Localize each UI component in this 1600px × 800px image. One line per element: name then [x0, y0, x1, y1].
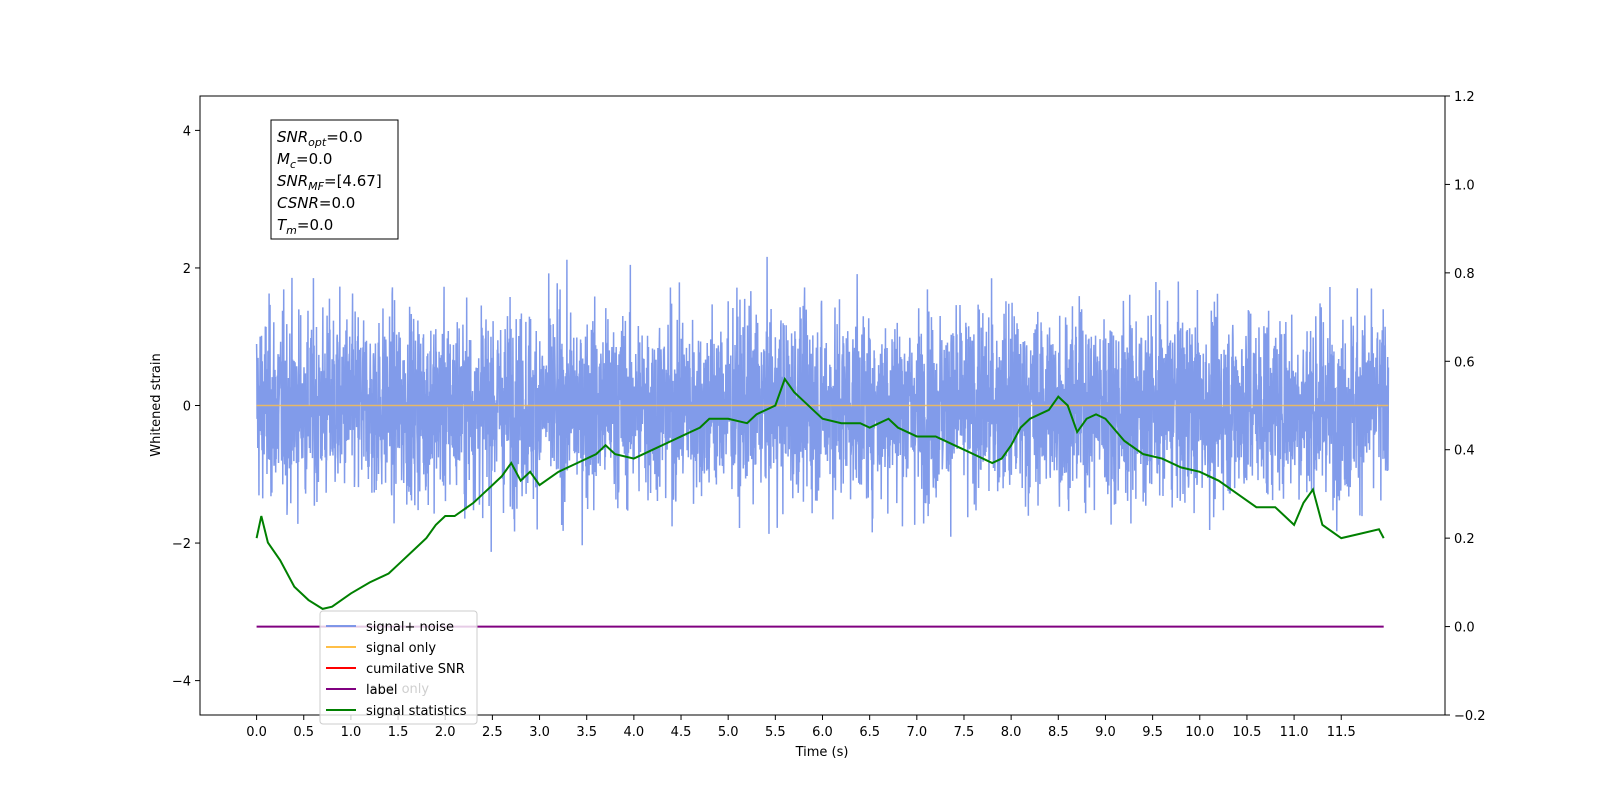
x-tick-label: 0.0 [246, 725, 267, 740]
legend-label: label [366, 683, 397, 698]
x-tick-label: 1.0 [341, 725, 362, 740]
x-tick-label: 1.5 [388, 725, 409, 740]
stats-line: Mc=0.0 [277, 150, 332, 171]
legend: label only signal+ noise signal only cumil… [319, 610, 478, 725]
y2-tick-label: 0.6 [1454, 355, 1475, 370]
legend-label: cumilative SNR [366, 662, 465, 677]
series-signal-noise [255, 256, 1390, 552]
x-tick-label: 8.5 [1048, 725, 1069, 740]
x-tick-label: 0.5 [293, 725, 314, 740]
stats-line-value: =0.0 [296, 150, 332, 168]
stats-line: SNRMF=[4.67] [277, 172, 382, 193]
stats-box [270, 119, 399, 240]
stats-line-subscript: MF [308, 180, 324, 193]
stats-line-symbol: T [277, 216, 288, 234]
y2-tick-label: 0.2 [1454, 532, 1475, 547]
y-tick-label: −4 [172, 675, 191, 690]
y-axis-label: Whitened strain [149, 353, 164, 456]
x-tick-label: 5.0 [718, 725, 739, 740]
legend-label: signal only [366, 641, 436, 656]
stats-annotation: SNRopt=0.0Mc=0.0SNRMF=[4.67]CSNR=0.0Tm=0… [270, 119, 399, 240]
legend-box [319, 610, 478, 725]
stats-line-symbol: SNR [277, 128, 308, 146]
stats-line-subscript: opt [308, 136, 327, 149]
legend-label: signal statistics [366, 704, 467, 719]
stats-line-subscript: m [286, 224, 297, 237]
y2-tick-label: 1.0 [1454, 178, 1475, 193]
x-tick-label: 5.5 [765, 725, 786, 740]
x-tick-label: 4.5 [671, 725, 692, 740]
y-tick-label: 4 [183, 124, 191, 139]
x-tick-label: 11.5 [1327, 725, 1356, 740]
y-tick-label: 0 [183, 400, 191, 415]
x-tick-label: 9.5 [1142, 725, 1163, 740]
x-tick-label: 8.0 [1001, 725, 1022, 740]
stats-line-symbol: SNR [277, 172, 308, 190]
stats-lines: SNRopt=0.0Mc=0.0SNRMF=[4.67]CSNR=0.0Tm=0… [277, 128, 382, 237]
y2-tick-label: −0.2 [1454, 709, 1486, 724]
x-tick-label: 3.5 [576, 725, 597, 740]
y2-ticks: −0.2 0.0 0.2 0.4 0.6 0.8 1.0 1.2 [1445, 90, 1486, 724]
legend-hidden-text: label only [366, 682, 429, 697]
x-tick-label: 2.0 [435, 725, 456, 740]
stats-line-value: =[4.67] [324, 172, 382, 190]
plot-frame [199, 95, 1446, 716]
legend-label: signal+ noise [366, 620, 454, 635]
y2-tick-label: 0.8 [1454, 267, 1475, 282]
x-tick-label: 2.5 [482, 725, 503, 740]
series-signal-statistics [255, 376, 1385, 610]
stats-line: CSNR=0.0 [277, 194, 355, 212]
stats-line-value: =0.0 [326, 128, 362, 146]
x-ticks: 0.0 0.5 1.0 1.5 2.0 2.5 3.0 3.5 4.0 4.5 5.0 5.5 6.0 6… [246, 715, 1356, 740]
x-tick-label: 6.5 [859, 725, 880, 740]
x-tick-label: 10.5 [1232, 725, 1261, 740]
stats-line-symbol: M [277, 150, 290, 168]
x-tick-label: 9.0 [1095, 725, 1116, 740]
stats-line: SNRopt=0.0 [277, 128, 363, 149]
y2-tick-label: 0.0 [1454, 621, 1475, 636]
stats-line-symbol: CSNR [277, 194, 319, 212]
y2-tick-label: 0.4 [1454, 444, 1475, 459]
x-tick-label: 4.0 [624, 725, 645, 740]
x-tick-label: 7.5 [954, 725, 975, 740]
y-tick-label: 2 [183, 262, 191, 277]
x-tick-label: 10.0 [1185, 725, 1214, 740]
x-tick-label: 11.0 [1280, 725, 1309, 740]
x-axis-label: Time (s) [795, 745, 849, 760]
stats-line: Tm=0.0 [277, 216, 333, 237]
y-ticks: −4 −2 0 2 4 [172, 124, 200, 690]
legend-entries: signal+ noise signal only cumilative SNR la… [326, 620, 467, 719]
stats-line-value: =0.0 [319, 194, 355, 212]
y2-tick-label: 1.2 [1454, 90, 1475, 105]
x-tick-label: 3.0 [529, 725, 550, 740]
x-tick-label: 6.0 [812, 725, 833, 740]
stats-line-value: =0.0 [297, 216, 333, 234]
y-tick-label: −2 [172, 537, 191, 552]
x-tick-label: 7.0 [906, 725, 927, 740]
stats-line-subscript: c [290, 158, 296, 171]
